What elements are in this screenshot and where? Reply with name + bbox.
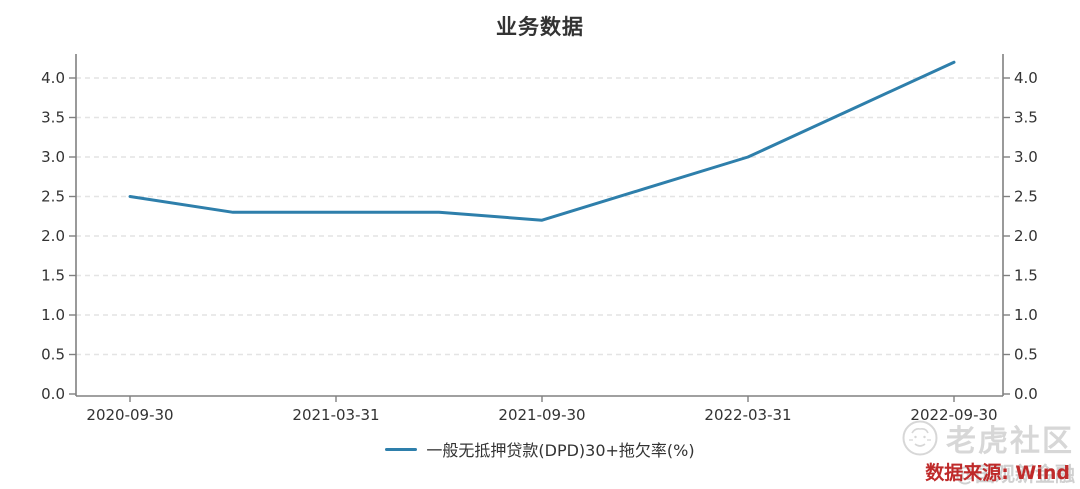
y-tick-label-right: 3.0 [1014, 148, 1038, 166]
y-tick-label-left: 3.0 [41, 148, 65, 166]
y-tick-label-left: 0.0 [41, 385, 65, 403]
legend-label: 一般无抵押贷款(DPD)30+拖欠率(%) [426, 441, 695, 460]
y-tick-label-right: 3.5 [1014, 109, 1038, 127]
x-tick-label: 2022-09-30 [910, 406, 997, 424]
series-line [128, 60, 956, 222]
y-tick-label-left: 4.0 [41, 69, 65, 87]
x-tick-label: 2022-03-31 [704, 406, 791, 424]
x-tick-label: 2021-03-31 [292, 406, 379, 424]
y-tick-label-left: 0.5 [41, 346, 65, 364]
y-tick-label-right: 0.5 [1014, 346, 1038, 364]
chart-title: 业务数据 [496, 15, 584, 39]
y-tick-label-left: 1.0 [41, 306, 65, 324]
y-tick-label-right: 1.5 [1014, 267, 1038, 285]
y-tick-label-left: 2.5 [41, 188, 65, 206]
y-tick-label-right: 4.0 [1014, 69, 1038, 87]
y-tick-label-right: 0.0 [1014, 385, 1038, 403]
y-tick-label-right: 2.0 [1014, 227, 1038, 245]
x-tick-label: 2020-09-30 [86, 406, 173, 424]
legend-line-marker [385, 447, 418, 451]
data-source-label: 数据来源: Wind [925, 462, 1070, 484]
x-tick-label: 2021-09-30 [498, 406, 585, 424]
y-tick-label-right: 1.0 [1014, 306, 1038, 324]
y-tick-label-left: 2.0 [41, 227, 65, 245]
y-tick-label-left: 3.5 [41, 109, 65, 127]
y-tick-label-right: 2.5 [1014, 188, 1038, 206]
y-tick-label-left: 1.5 [41, 267, 65, 285]
legend-item[interactable]: 一般无抵押贷款(DPD)30+拖欠率(%) [0, 437, 1080, 461]
